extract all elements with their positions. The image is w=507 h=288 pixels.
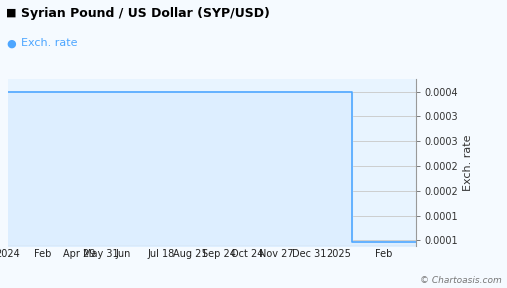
Text: ●: ● (6, 39, 16, 49)
Text: Nov 27: Nov 27 (259, 249, 294, 259)
Text: Oct 24: Oct 24 (231, 249, 264, 259)
Text: Feb: Feb (33, 249, 51, 259)
Text: Sep 24: Sep 24 (202, 249, 236, 259)
Text: Syrian Pound / US Dollar (SYP/USD): Syrian Pound / US Dollar (SYP/USD) (21, 7, 270, 20)
Text: Jun: Jun (115, 249, 130, 259)
Text: Apr 29: Apr 29 (63, 249, 95, 259)
Text: Jul 18: Jul 18 (147, 249, 174, 259)
Text: ■: ■ (6, 7, 17, 17)
Text: Aug 21: Aug 21 (173, 249, 208, 259)
Text: 2025: 2025 (327, 249, 351, 259)
Text: © Chartoasis.com: © Chartoasis.com (420, 276, 502, 285)
Text: 2024: 2024 (0, 249, 20, 259)
Text: May 31: May 31 (83, 249, 119, 259)
Text: Feb: Feb (375, 249, 392, 259)
Text: Exch. rate: Exch. rate (21, 38, 78, 48)
Y-axis label: Exch. rate: Exch. rate (463, 134, 473, 191)
Text: Dec 31: Dec 31 (292, 249, 326, 259)
